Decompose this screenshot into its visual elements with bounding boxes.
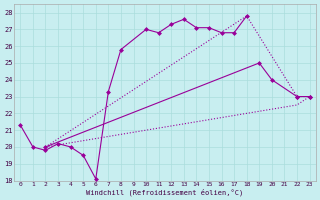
X-axis label: Windchill (Refroidissement éolien,°C): Windchill (Refroidissement éolien,°C) xyxy=(86,188,244,196)
